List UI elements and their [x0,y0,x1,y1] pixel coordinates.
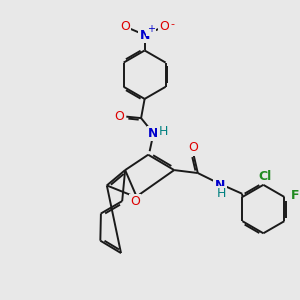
Text: O: O [188,141,198,154]
Text: O: O [160,20,170,33]
Text: O: O [130,195,140,208]
Text: O: O [120,20,130,33]
Text: N: N [148,127,159,140]
Text: O: O [114,110,124,123]
Text: N: N [140,28,150,42]
Text: N: N [215,179,225,192]
Text: H: H [158,125,168,139]
Text: F: F [290,189,299,202]
Text: Cl: Cl [258,170,272,183]
Text: H: H [217,187,226,200]
Text: +: + [147,24,155,34]
Text: -: - [171,19,175,29]
